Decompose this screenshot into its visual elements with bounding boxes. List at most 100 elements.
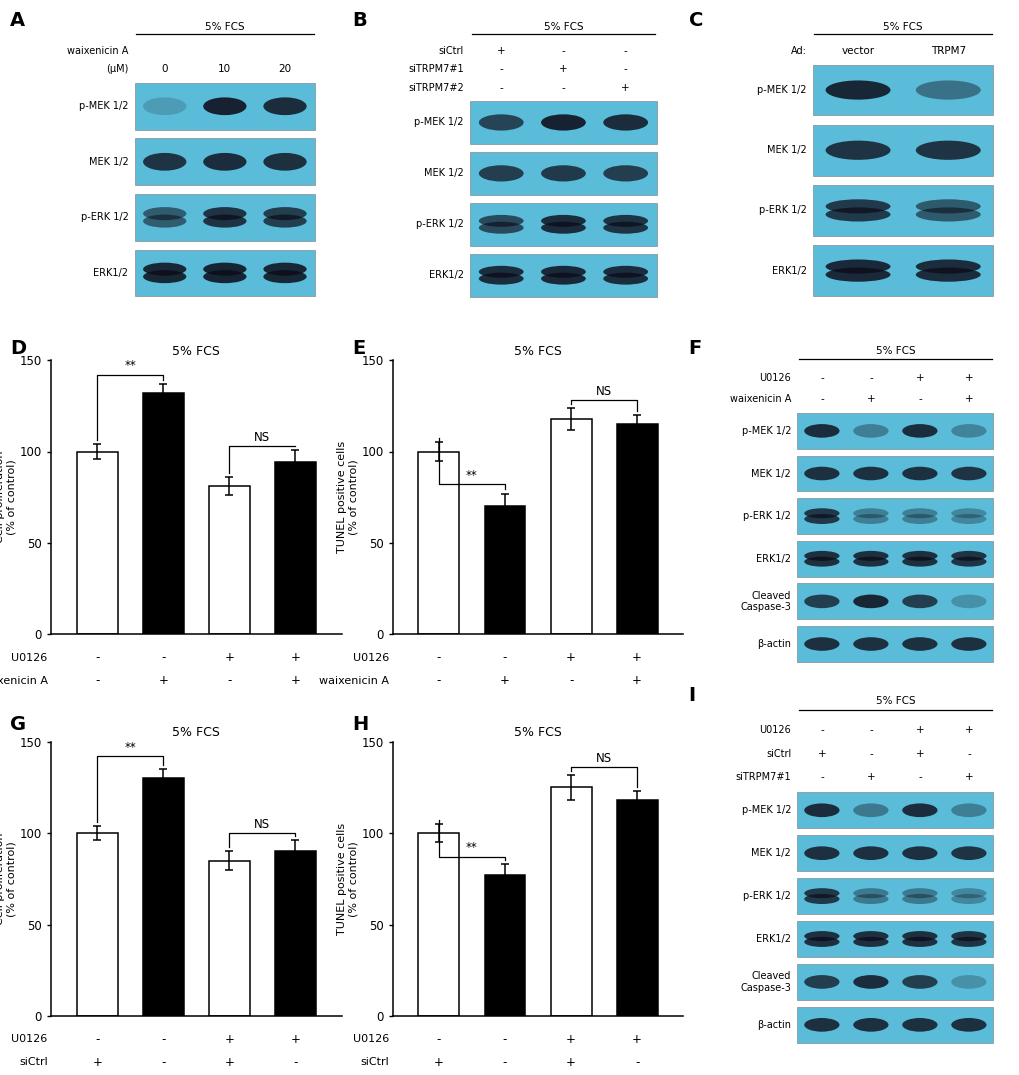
Text: p-MEK 1/2: p-MEK 1/2 bbox=[414, 117, 464, 128]
Text: vector: vector bbox=[841, 46, 873, 56]
Bar bbox=[418, 833, 459, 1016]
Ellipse shape bbox=[951, 975, 985, 989]
Ellipse shape bbox=[203, 153, 247, 171]
Text: H: H bbox=[352, 715, 368, 734]
Ellipse shape bbox=[951, 803, 985, 817]
FancyBboxPatch shape bbox=[812, 125, 993, 175]
Text: TRPM7: TRPM7 bbox=[929, 46, 965, 56]
Ellipse shape bbox=[824, 259, 890, 274]
Ellipse shape bbox=[902, 894, 936, 904]
Text: +: + bbox=[290, 1033, 300, 1046]
Ellipse shape bbox=[951, 557, 985, 567]
Ellipse shape bbox=[478, 166, 523, 182]
Text: +: + bbox=[558, 64, 568, 74]
Text: ERK1/2: ERK1/2 bbox=[771, 266, 806, 275]
Text: 5% FCS: 5% FCS bbox=[874, 346, 914, 356]
Ellipse shape bbox=[203, 98, 247, 115]
Ellipse shape bbox=[478, 215, 523, 227]
Text: +: + bbox=[434, 1056, 443, 1069]
Title: 5% FCS: 5% FCS bbox=[514, 727, 561, 740]
Ellipse shape bbox=[853, 888, 888, 899]
Ellipse shape bbox=[902, 594, 936, 608]
Ellipse shape bbox=[902, 846, 936, 860]
Bar bbox=[209, 860, 250, 1016]
Y-axis label: TUNEL positive cells
(% of control): TUNEL positive cells (% of control) bbox=[336, 441, 359, 554]
Text: p-ERK 1/2: p-ERK 1/2 bbox=[758, 205, 806, 215]
Text: -: - bbox=[502, 651, 506, 664]
Text: ERK1/2: ERK1/2 bbox=[94, 268, 128, 278]
Text: -: - bbox=[499, 64, 502, 74]
Text: +: + bbox=[915, 748, 923, 759]
Text: +: + bbox=[964, 726, 972, 735]
Text: -: - bbox=[635, 1056, 639, 1069]
Text: U0126: U0126 bbox=[759, 373, 791, 383]
Text: NS: NS bbox=[254, 431, 270, 444]
Ellipse shape bbox=[951, 514, 985, 524]
Text: ERK1/2: ERK1/2 bbox=[428, 270, 464, 281]
Bar bbox=[550, 787, 591, 1016]
FancyBboxPatch shape bbox=[135, 249, 315, 297]
Ellipse shape bbox=[540, 273, 585, 285]
Text: siTRPM7#1: siTRPM7#1 bbox=[408, 64, 464, 74]
Ellipse shape bbox=[263, 98, 307, 115]
Text: -: - bbox=[819, 726, 823, 735]
Text: G: G bbox=[10, 715, 26, 734]
Text: waixenicin A: waixenicin A bbox=[729, 393, 791, 404]
Text: waixenicin A: waixenicin A bbox=[67, 46, 128, 56]
Ellipse shape bbox=[951, 550, 985, 561]
Text: waixenicin A: waixenicin A bbox=[319, 676, 389, 686]
Text: -: - bbox=[868, 726, 872, 735]
Text: +: + bbox=[964, 373, 972, 383]
Text: +: + bbox=[224, 651, 234, 664]
Text: 5% FCS: 5% FCS bbox=[205, 23, 245, 32]
Text: -: - bbox=[436, 651, 440, 664]
Text: p-MEK 1/2: p-MEK 1/2 bbox=[741, 805, 791, 815]
Text: U0126: U0126 bbox=[353, 653, 389, 662]
Ellipse shape bbox=[853, 550, 888, 561]
Ellipse shape bbox=[853, 1018, 888, 1032]
Text: siCtrl: siCtrl bbox=[765, 748, 791, 759]
Text: -: - bbox=[966, 748, 970, 759]
Ellipse shape bbox=[143, 98, 186, 115]
Text: -: - bbox=[569, 674, 573, 687]
Text: -: - bbox=[624, 64, 627, 74]
Text: +: + bbox=[290, 651, 300, 664]
FancyBboxPatch shape bbox=[135, 194, 315, 241]
Text: 5% FCS: 5% FCS bbox=[543, 23, 583, 32]
Ellipse shape bbox=[951, 931, 985, 942]
Ellipse shape bbox=[478, 266, 523, 277]
Ellipse shape bbox=[915, 259, 980, 274]
Text: p-ERK 1/2: p-ERK 1/2 bbox=[81, 213, 128, 223]
Bar bbox=[616, 424, 657, 634]
Text: MEK 1/2: MEK 1/2 bbox=[766, 145, 806, 155]
Ellipse shape bbox=[143, 207, 186, 220]
Bar bbox=[484, 875, 525, 1016]
Ellipse shape bbox=[803, 888, 839, 899]
Text: -: - bbox=[561, 46, 565, 56]
Text: -: - bbox=[624, 46, 627, 56]
Text: +: + bbox=[621, 83, 630, 92]
Text: I: I bbox=[688, 686, 695, 705]
Ellipse shape bbox=[824, 268, 890, 282]
Ellipse shape bbox=[951, 1018, 985, 1032]
FancyBboxPatch shape bbox=[797, 964, 993, 1000]
Ellipse shape bbox=[902, 931, 936, 942]
Ellipse shape bbox=[602, 114, 647, 130]
Ellipse shape bbox=[803, 594, 839, 608]
Bar bbox=[418, 452, 459, 634]
Title: 5% FCS: 5% FCS bbox=[514, 345, 561, 358]
Text: +: + bbox=[93, 1056, 102, 1069]
Ellipse shape bbox=[540, 266, 585, 277]
Bar bbox=[76, 452, 117, 634]
Ellipse shape bbox=[263, 207, 307, 220]
Text: 10: 10 bbox=[218, 64, 231, 74]
FancyBboxPatch shape bbox=[797, 878, 993, 914]
Text: +: + bbox=[566, 1056, 576, 1069]
Ellipse shape bbox=[853, 467, 888, 481]
Text: NS: NS bbox=[595, 751, 611, 765]
Ellipse shape bbox=[915, 199, 980, 214]
Text: waixenicin A: waixenicin A bbox=[0, 676, 48, 686]
Text: U0126: U0126 bbox=[353, 1034, 389, 1044]
Text: -: - bbox=[227, 674, 231, 687]
Text: -: - bbox=[161, 651, 165, 664]
